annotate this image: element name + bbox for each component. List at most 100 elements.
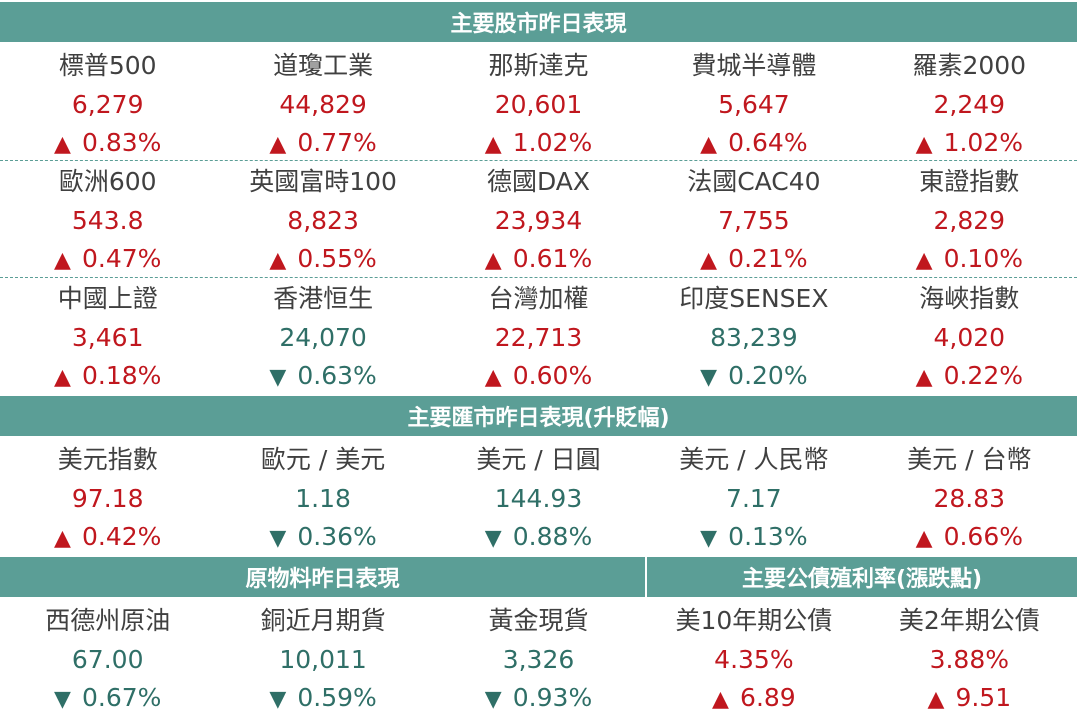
quote-name: 西德州原油	[45, 606, 171, 635]
quote-change: ▲ 0.42%	[0, 518, 215, 557]
quote-cell: 台灣加權 22,713 ▲ 0.60%	[431, 280, 646, 396]
quote-change: ▲ 0.61%	[431, 240, 646, 279]
quote-cell: 美元 / 日圓 144.93 ▼ 0.88%	[431, 441, 646, 557]
up-arrow-icon: ▲	[269, 248, 287, 274]
quote-cell: 美2年期公債 3.88% ▲ 9.51	[862, 602, 1077, 718]
quote-value: 3,461	[71, 322, 144, 352]
quote-value: 7.17	[726, 483, 782, 513]
quote-name: 歐元 / 美元	[260, 445, 386, 474]
quote-name: 羅素2000	[912, 51, 1027, 80]
quote-change: ▲ 0.66%	[862, 518, 1077, 557]
quote-name: 美元 / 台幣	[907, 445, 1032, 474]
quote-change-value: 0.63%	[297, 361, 377, 391]
quote-change-value: 0.21%	[728, 244, 808, 274]
down-arrow-icon: ▼	[700, 526, 718, 552]
quote-name: 東證指數	[919, 167, 1020, 196]
quote-change: ▲ 0.60%	[431, 357, 646, 396]
quote-name: 銅近月期貨	[260, 606, 386, 635]
up-arrow-icon: ▲	[484, 248, 502, 274]
quote-cell: 歐洲600 543.8 ▲ 0.47%	[0, 163, 215, 279]
quote-change-value: 0.10%	[943, 244, 1023, 274]
quote-change-value: 0.88%	[512, 522, 593, 552]
up-arrow-icon: ▲	[915, 248, 933, 274]
quote-change-value: 0.66%	[943, 522, 1023, 552]
quote-change: ▲ 1.02%	[862, 124, 1077, 163]
down-arrow-icon: ▼	[484, 687, 502, 713]
quote-name: 標普500	[58, 51, 157, 80]
quote-name: 法國CAC40	[687, 167, 821, 196]
quote-cell: 中國上證 3,461 ▲ 0.18%	[0, 280, 215, 396]
quote-name: 德國DAX	[486, 167, 591, 196]
quote-name: 中國上證	[57, 284, 158, 313]
stocks-section-header: 主要股市昨日表現	[0, 2, 1077, 42]
bonds-section-header: 主要公債殖利率(漲跌點)	[647, 557, 1077, 597]
quote-change-value: 0.22%	[943, 361, 1023, 391]
quote-value: 543.8	[71, 205, 144, 235]
quote-change: ▲ 0.83%	[0, 124, 215, 163]
quote-change: ▼ 0.13%	[646, 518, 861, 557]
quote-cell: 黃金現貨 3,326 ▼ 0.93%	[431, 602, 646, 718]
quote-name: 美元指數	[57, 445, 158, 474]
quote-value: 4.35%	[714, 644, 794, 674]
up-arrow-icon: ▲	[700, 132, 718, 158]
quote-value: 6,279	[71, 89, 144, 119]
quote-cell: 美10年期公債 4.35% ▲ 6.89	[646, 602, 861, 718]
quote-change: ▲ 0.21%	[646, 240, 861, 279]
quote-change: ▲ 0.18%	[0, 357, 215, 396]
up-arrow-icon: ▲	[927, 687, 945, 713]
up-arrow-icon: ▲	[915, 365, 933, 391]
quote-change-value: 1.02%	[943, 128, 1023, 158]
quote-cell: 海峽指數 4,020 ▲ 0.22%	[862, 280, 1077, 396]
quote-cell: 香港恒生 24,070 ▼ 0.63%	[215, 280, 430, 396]
quote-cell: 美元指數 97.18 ▲ 0.42%	[0, 441, 215, 557]
quote-value: 5,647	[718, 89, 790, 119]
up-arrow-icon: ▲	[53, 248, 71, 274]
quote-change: ▼ 0.36%	[215, 518, 430, 557]
row-divider	[0, 160, 1077, 161]
quote-change-value: 0.60%	[512, 361, 593, 391]
stocks-section-title: 主要股市昨日表現	[450, 12, 627, 37]
quote-cell: 標普500 6,279 ▲ 0.83%	[0, 47, 215, 163]
quote-name: 英國富時100	[249, 167, 397, 196]
quote-change-value: 0.83%	[81, 128, 162, 158]
quote-cell: 西德州原油 67.00 ▼ 0.67%	[0, 602, 215, 718]
quote-cell: 費城半導體 5,647 ▲ 0.64%	[646, 47, 861, 163]
quote-name: 美10年期公債	[675, 606, 833, 635]
quote-value: 2,829	[933, 205, 1006, 235]
down-arrow-icon: ▼	[700, 365, 718, 391]
quote-change: ▲ 0.10%	[862, 240, 1077, 279]
commodities-section-header: 原物料昨日表現	[0, 557, 645, 597]
quote-name: 香港恒生	[273, 284, 374, 313]
quote-value: 3,326	[502, 644, 575, 674]
up-arrow-icon: ▲	[53, 132, 71, 158]
up-arrow-icon: ▲	[712, 687, 729, 713]
quote-change-value: 6.89	[740, 683, 796, 713]
quote-name: 歐洲600	[58, 167, 157, 196]
quote-value: 3.88%	[929, 644, 1009, 674]
quote-cell: 英國富時100 8,823 ▲ 0.55%	[215, 163, 430, 279]
quote-change: ▼ 0.88%	[431, 518, 646, 557]
up-arrow-icon: ▲	[53, 526, 71, 552]
down-arrow-icon: ▼	[269, 687, 287, 713]
quote-change-value: 0.47%	[81, 244, 162, 274]
bonds-section-title: 主要公債殖利率(漲跌點)	[741, 567, 983, 592]
quote-name: 費城半導體	[691, 51, 817, 80]
quote-cell: 道瓊工業 44,829 ▲ 0.77%	[215, 47, 430, 163]
quote-change: ▲ 0.22%	[862, 357, 1077, 396]
quote-value: 23,934	[494, 205, 583, 235]
quote-value: 144.93	[494, 483, 583, 513]
down-arrow-icon: ▼	[269, 526, 287, 552]
quote-change: ▼ 0.59%	[215, 679, 430, 718]
quote-value: 44,829	[279, 89, 367, 119]
quote-value: 20,601	[494, 89, 583, 119]
up-arrow-icon: ▲	[53, 365, 71, 391]
quote-cell: 美元 / 台幣 28.83 ▲ 0.66%	[862, 441, 1077, 557]
quote-name: 那斯達克	[488, 51, 589, 80]
down-arrow-icon: ▼	[53, 687, 71, 713]
quote-name: 海峽指數	[919, 284, 1020, 313]
quote-value: 7,755	[718, 205, 790, 235]
quote-value: 24,070	[279, 322, 367, 352]
quote-change: ▲ 1.02%	[431, 124, 646, 163]
quote-value: 22,713	[494, 322, 583, 352]
